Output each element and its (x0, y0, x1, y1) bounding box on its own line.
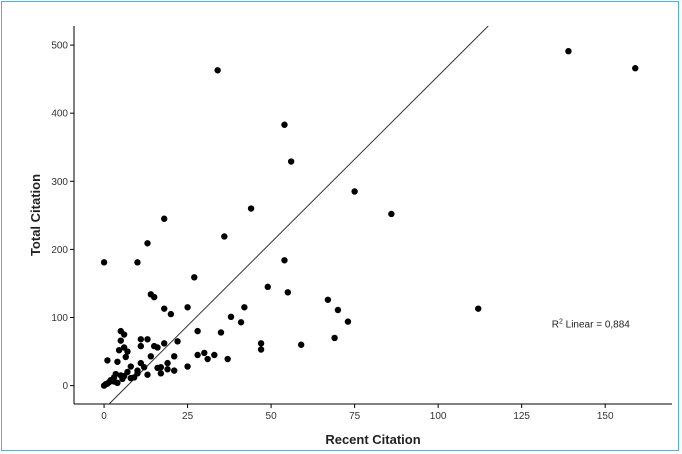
data-point (134, 367, 141, 374)
data-point (565, 48, 572, 55)
x-tick-label: 100 (430, 411, 447, 422)
data-point (150, 293, 158, 301)
y-tick-label: 300 (51, 177, 68, 188)
r-squared-base: R (552, 320, 559, 331)
data-point (227, 313, 235, 321)
data-point (114, 358, 121, 365)
data-point (171, 367, 178, 374)
data-point (157, 364, 165, 371)
data-point (632, 65, 639, 72)
data-point (191, 274, 198, 281)
x-axis-ticks: 0 25 50 75 100 125 150 (101, 404, 614, 422)
data-point (388, 210, 395, 218)
data-point (120, 331, 128, 338)
x-axis-title: Recent Citation (325, 432, 420, 447)
data-point (204, 355, 211, 363)
y-tick-label: 500 (51, 41, 68, 52)
x-tick-label: 50 (266, 411, 278, 422)
x-tick-label: 25 (182, 411, 194, 422)
data-point (164, 366, 171, 373)
data-point (114, 379, 121, 387)
data-point (241, 304, 248, 311)
data-point (351, 188, 358, 195)
data-point (257, 346, 265, 353)
data-point (184, 304, 191, 311)
data-point (161, 340, 168, 347)
data-point (134, 259, 141, 266)
axes (73, 26, 672, 405)
data-point (211, 351, 218, 359)
y-tick-label: 200 (51, 245, 68, 256)
data-points (100, 48, 639, 389)
x-tick-label: 125 (513, 411, 530, 422)
data-point (201, 349, 208, 357)
fit-line (108, 25, 489, 405)
data-point (194, 351, 201, 359)
data-point (144, 240, 151, 247)
data-point (124, 348, 131, 355)
data-point (171, 353, 178, 360)
y-tick-label: 0 (62, 381, 68, 392)
data-point (297, 341, 305, 348)
data-point (127, 363, 134, 370)
data-point (281, 121, 288, 128)
data-point (144, 371, 151, 378)
data-point (140, 364, 148, 371)
data-point (137, 342, 145, 350)
data-point (214, 67, 221, 74)
data-point (224, 355, 231, 363)
data-point (164, 359, 171, 367)
r-squared-value: Linear = 0,884 (563, 320, 630, 331)
data-point (154, 344, 161, 351)
y-axis-ticks: 0 100 200 300 400 500 (51, 41, 74, 392)
fit-line-group (108, 25, 489, 405)
data-point (334, 306, 342, 314)
data-point (174, 338, 181, 345)
data-point (104, 357, 111, 364)
data-point (287, 158, 295, 165)
data-point (257, 340, 265, 347)
data-point (115, 346, 123, 354)
data-point (137, 336, 145, 343)
data-point (217, 329, 225, 336)
r-squared-superscript: 2 (559, 319, 563, 326)
y-tick-label: 100 (51, 313, 68, 324)
data-point (344, 318, 352, 325)
data-point (122, 353, 129, 361)
data-point (237, 319, 245, 326)
data-point (144, 336, 151, 343)
data-point (331, 334, 338, 342)
data-point (284, 289, 292, 296)
data-point (247, 205, 255, 212)
data-point (157, 370, 165, 377)
r-squared-annotation: R2 Linear = 0,884 (552, 319, 631, 331)
data-point (147, 353, 155, 360)
x-tick-label: 75 (349, 411, 361, 422)
data-point (281, 257, 288, 264)
data-point (194, 327, 201, 335)
y-tick-label: 400 (51, 109, 68, 120)
data-point (221, 233, 228, 240)
x-tick-label: 150 (597, 411, 614, 422)
data-point (124, 368, 131, 376)
x-tick-label: 0 (101, 411, 107, 422)
data-point (161, 305, 168, 312)
data-point (324, 296, 332, 303)
data-point (112, 370, 119, 378)
data-point (475, 305, 482, 312)
y-axis-title: Total Citation (28, 174, 43, 256)
data-point (264, 283, 271, 291)
data-point (100, 259, 108, 266)
data-point (167, 310, 175, 318)
data-point (117, 337, 124, 344)
data-point (161, 215, 168, 222)
data-point (184, 363, 191, 370)
